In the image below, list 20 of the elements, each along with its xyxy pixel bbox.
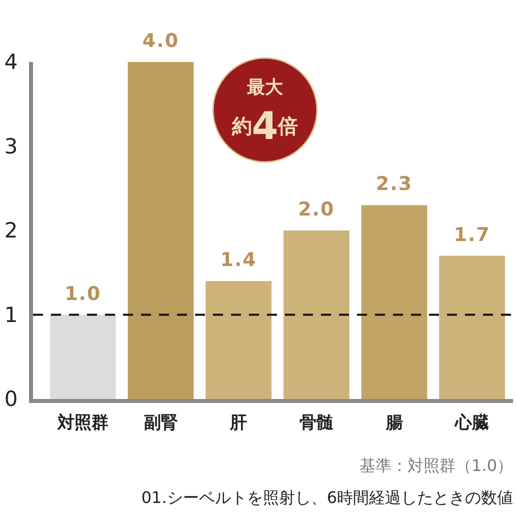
x-tick-label: 腸 [384, 413, 403, 433]
text: 基準：対照群（1.0） [360, 456, 513, 474]
x-tick-label: 骨髄 [299, 413, 334, 433]
text: 01.シーベルトを照射し、6時間経過したときの数値 [141, 488, 513, 506]
x-tick-label: 副腎 [144, 413, 178, 433]
data-label: 1.4 [220, 249, 257, 272]
data-label: 2.3 [376, 173, 413, 196]
data-label: 1.0 [64, 282, 102, 305]
data-label: 4.0 [142, 30, 180, 52]
x-tick-label: 心臓 [454, 413, 490, 433]
data-label: 1.7 [454, 224, 490, 246]
x-tick-label: 肝 [229, 413, 248, 433]
data-label: 2.0 [298, 198, 335, 220]
annotation: 最大 [246, 76, 284, 98]
y-tick-label: 4 [4, 50, 18, 74]
y-tick-label: 1 [4, 302, 18, 327]
y-tick-label: 2 [4, 218, 18, 242]
x-tick-label: 対照群 [56, 413, 108, 433]
y-tick-label: 0 [4, 387, 18, 411]
y-tick-label: 3 [4, 134, 18, 158]
